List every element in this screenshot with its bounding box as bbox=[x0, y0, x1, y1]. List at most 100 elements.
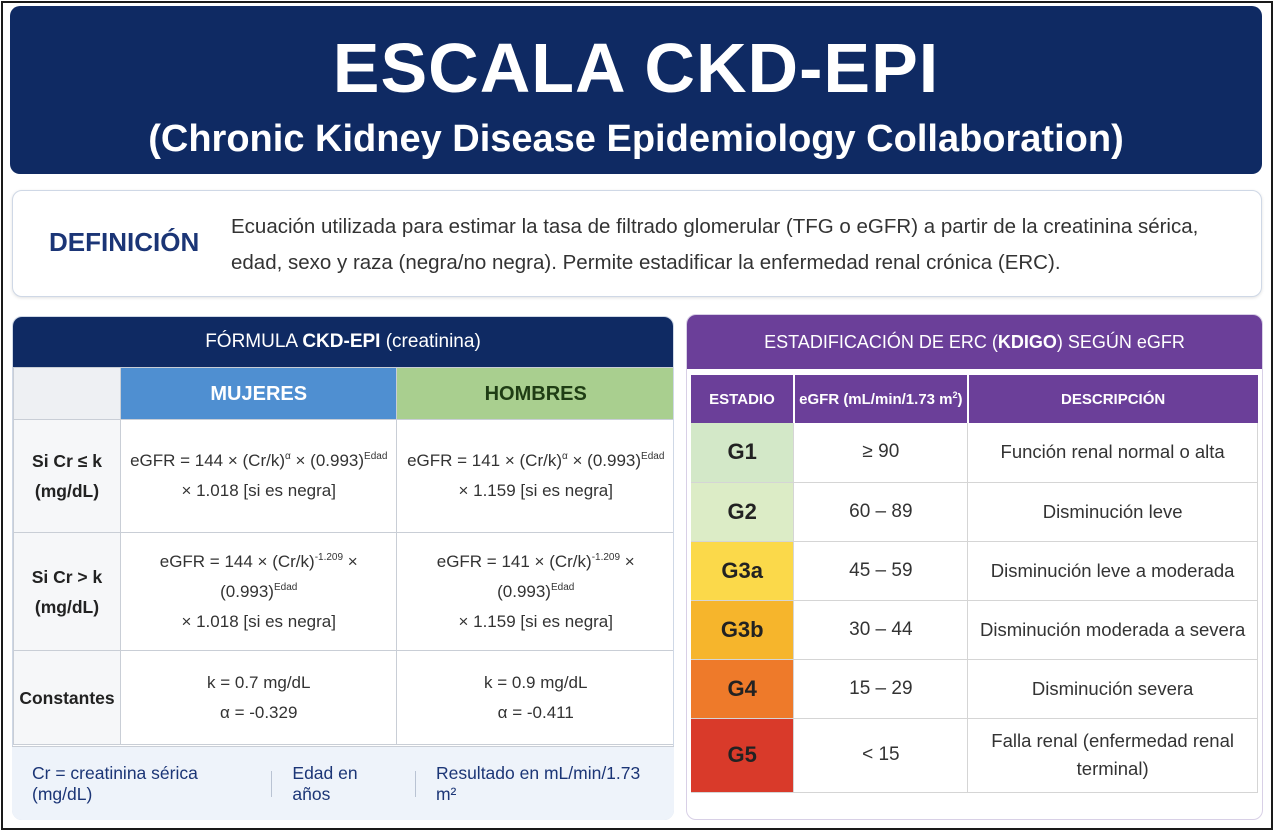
table-row: G1 ≥ 90 Función renal normal o alta bbox=[691, 423, 1258, 483]
egfr-cell: 15 – 29 bbox=[793, 659, 969, 719]
row-label-line2: (mg/dL) bbox=[34, 596, 100, 617]
stage-cell: G1 bbox=[691, 423, 795, 483]
col-header-desc: DESCRIPCIÓN bbox=[967, 375, 1258, 423]
egfr-header-close: ) bbox=[957, 390, 963, 408]
table-row: G3b 30 – 44 Disminución moderada a sever… bbox=[691, 600, 1258, 660]
formula-exponent: Edad bbox=[273, 581, 298, 593]
legend-item: Resultado en mL/min/1.73 m² bbox=[435, 762, 641, 804]
staging-title-prefix: ESTADIFICACIÓN DE ERC ( bbox=[764, 332, 998, 352]
formula-title-suffix: (creatinina) bbox=[380, 331, 481, 352]
formula-title-bold: CKD-EPI bbox=[302, 331, 381, 352]
legend-separator bbox=[271, 770, 273, 797]
egfr-cell: < 15 bbox=[793, 718, 969, 793]
formula-part: × (0.993) bbox=[220, 551, 358, 601]
legend-separator bbox=[415, 770, 416, 797]
formula-header-row: MUJERES HOMBRES bbox=[13, 367, 673, 420]
constants-men: k = 0.9 mg/dL α = -0.411 bbox=[396, 650, 673, 745]
description-cell: Función renal normal o alta bbox=[967, 423, 1258, 483]
formula-line2: × 1.018 [si es negra] bbox=[181, 611, 336, 631]
formula-table: MUJERES HOMBRES Si Cr ≤ k (mg/dL) eGFR =… bbox=[13, 367, 673, 745]
legend-item: Cr = creatinina sérica (mg/dL) bbox=[32, 762, 198, 804]
formula-men-low-cr: eGFR = 141 × (Cr/k)α × (0.993)Edad × 1.1… bbox=[396, 419, 673, 533]
row-label-line1: Si Cr ≤ k bbox=[32, 451, 102, 471]
description-cell: Disminución leve bbox=[967, 482, 1258, 542]
constant-alpha: α = -0.329 bbox=[220, 702, 298, 722]
formula-row-low-cr: Si Cr ≤ k (mg/dL) eGFR = 144 × (Cr/k)α ×… bbox=[13, 419, 673, 533]
table-row: G3a 45 – 59 Disminución leve a moderada bbox=[691, 541, 1258, 601]
constant-alpha: α = -0.411 bbox=[497, 702, 574, 722]
table-row: G4 15 – 29 Disminución severa bbox=[691, 659, 1258, 719]
definition-text: Ecuación utilizada para estimar la tasa … bbox=[231, 215, 1199, 274]
stage-cell: G5 bbox=[691, 718, 795, 793]
table-row: G2 60 – 89 Disminución leve bbox=[691, 482, 1258, 542]
formula-women-low-cr: eGFR = 144 × (Cr/k)α × (0.993)Edad × 1.0… bbox=[119, 419, 398, 533]
header-banner: ESCALA CKD-EPI (Chronic Kidney Disease E… bbox=[10, 6, 1262, 174]
formula-part: eGFR = 141 × (Cr/k) bbox=[436, 551, 592, 571]
definition-label: DEFINICIÓN bbox=[49, 227, 200, 257]
page-title: ESCALA CKD-EPI bbox=[332, 29, 940, 107]
definition-box: DEFINICIÓN Ecuación utilizada para estim… bbox=[12, 190, 1262, 297]
formula-part: × (0.993) bbox=[567, 451, 642, 470]
table-corner-cell bbox=[13, 367, 121, 420]
stage-cell: G3a bbox=[691, 541, 795, 601]
formula-women-high-cr: eGFR = 144 × (Cr/k)-1.209 × (0.993)Edad … bbox=[119, 532, 398, 651]
row-label-low-cr: Si Cr ≤ k (mg/dL) bbox=[13, 419, 121, 533]
formula-exponent: α bbox=[285, 451, 291, 462]
formula-exponent: Edad bbox=[364, 451, 388, 462]
formula-legend: Cr = creatinina sérica (mg/dL) Edad en a… bbox=[12, 746, 674, 820]
staging-panel: ESTADIFICACIÓN DE ERC (KDIGO) SEGÚN eGFR… bbox=[686, 314, 1263, 820]
formula-row-high-cr: Si Cr > k (mg/dL) eGFR = 144 × (Cr/k)-1.… bbox=[13, 532, 673, 651]
col-header-men: HOMBRES bbox=[396, 367, 673, 420]
row-label-high-cr: Si Cr > k (mg/dL) bbox=[13, 532, 121, 651]
col-header-women: MUJERES bbox=[119, 367, 398, 420]
col-header-stage: ESTADIO bbox=[691, 375, 795, 423]
formula-part: eGFR = 144 × (Cr/k) bbox=[130, 451, 285, 470]
egfr-header-sup: 2 bbox=[952, 389, 958, 400]
formula-part: × (0.993) bbox=[290, 451, 365, 470]
egfr-cell: ≥ 90 bbox=[793, 423, 969, 483]
formula-line2: × 1.159 [si es negra] bbox=[458, 481, 613, 500]
row-label-constants: Constantes bbox=[13, 650, 121, 745]
col-header-egfr: eGFR (mL/min/1.73 m2) bbox=[793, 375, 969, 423]
formula-part: eGFR = 141 × (Cr/k) bbox=[407, 451, 562, 470]
formula-title-prefix: FÓRMULA bbox=[205, 331, 303, 352]
egfr-header-text: eGFR (mL/min/1.73 m bbox=[799, 390, 953, 408]
formula-part: eGFR = 144 × (Cr/k) bbox=[159, 551, 315, 571]
formula-line2: × 1.159 [si es negra] bbox=[458, 611, 613, 631]
formula-part: × (0.993) bbox=[497, 551, 635, 601]
table-row: G5 < 15 Falla renal (enfermedad renal te… bbox=[691, 718, 1258, 793]
egfr-cell: 45 – 59 bbox=[793, 541, 969, 601]
formula-exponent: Edad bbox=[550, 581, 575, 593]
description-cell: Falla renal (enfermedad renal terminal) bbox=[967, 718, 1258, 793]
staging-table: ESTADIO eGFR (mL/min/1.73 m2) DESCRIPCIÓ… bbox=[691, 375, 1258, 793]
description-cell: Disminución leve a moderada bbox=[967, 541, 1258, 601]
stage-cell: G3b bbox=[691, 600, 795, 660]
page-subtitle: (Chronic Kidney Disease Epidemiology Col… bbox=[148, 118, 1124, 160]
legend-item: Edad en años bbox=[292, 762, 358, 804]
formula-exponent: Edad bbox=[641, 451, 665, 462]
staging-body: G1 ≥ 90 Función renal normal o alta G2 6… bbox=[691, 423, 1258, 793]
constant-k: k = 0.7 mg/dL bbox=[206, 672, 311, 692]
staging-title-bold: KDIGO bbox=[997, 332, 1057, 352]
row-label-line1: Si Cr > k bbox=[31, 566, 103, 587]
formula-panel-title: FÓRMULA CKD-EPI (creatinina) bbox=[13, 317, 673, 367]
row-label-line2: (mg/dL) bbox=[34, 481, 100, 501]
description-cell: Disminución severa bbox=[967, 659, 1258, 719]
formula-row-constants: Constantes k = 0.7 mg/dL α = -0.329 k = … bbox=[13, 650, 673, 745]
description-cell: Disminución moderada a severa bbox=[967, 600, 1258, 660]
staging-title-suffix: ) SEGÚN eGFR bbox=[1056, 332, 1185, 352]
formula-line2: × 1.018 [si es negra] bbox=[181, 481, 336, 500]
staging-panel-title: ESTADIFICACIÓN DE ERC (KDIGO) SEGÚN eGFR bbox=[687, 315, 1262, 369]
staging-header-row: ESTADIO eGFR (mL/min/1.73 m2) DESCRIPCIÓ… bbox=[691, 375, 1258, 423]
stage-cell: G4 bbox=[691, 659, 795, 719]
constant-k: k = 0.9 mg/dL bbox=[483, 672, 588, 692]
formula-panel: FÓRMULA CKD-EPI (creatinina) MUJERES HOM… bbox=[12, 316, 674, 820]
formula-exponent: -1.209 bbox=[591, 551, 621, 563]
constants-women: k = 0.7 mg/dL α = -0.329 bbox=[119, 650, 398, 745]
formula-men-high-cr: eGFR = 141 × (Cr/k)-1.209 × (0.993)Edad … bbox=[396, 532, 673, 651]
egfr-cell: 60 – 89 bbox=[793, 482, 969, 542]
stage-cell: G2 bbox=[691, 482, 795, 542]
formula-exponent: α bbox=[562, 451, 568, 462]
formula-exponent: -1.209 bbox=[314, 551, 344, 563]
egfr-cell: 30 – 44 bbox=[793, 600, 969, 660]
